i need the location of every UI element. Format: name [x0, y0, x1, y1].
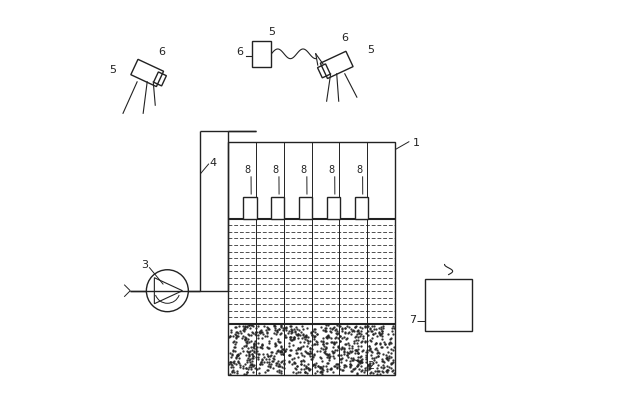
Text: 4: 4 — [210, 157, 217, 167]
Bar — [271, 197, 284, 219]
Text: 8: 8 — [356, 165, 363, 175]
Bar — [299, 197, 312, 219]
Bar — [355, 197, 368, 219]
Bar — [425, 279, 472, 331]
Text: 3: 3 — [142, 260, 148, 270]
Text: 1: 1 — [414, 137, 420, 147]
Text: 8: 8 — [301, 165, 307, 175]
Text: 8: 8 — [273, 165, 279, 175]
Text: 2: 2 — [367, 360, 374, 371]
Text: 8: 8 — [245, 165, 251, 175]
Text: 6: 6 — [342, 32, 348, 43]
Bar — [228, 142, 395, 375]
Bar — [252, 42, 271, 68]
Text: 5: 5 — [109, 65, 116, 75]
Text: 5: 5 — [368, 45, 374, 55]
Text: 8: 8 — [329, 165, 335, 175]
Bar — [327, 197, 340, 219]
Text: 6: 6 — [158, 47, 165, 57]
Text: 7: 7 — [409, 314, 417, 324]
Bar — [243, 197, 256, 219]
Text: 6: 6 — [237, 47, 243, 57]
Text: 5: 5 — [268, 27, 275, 36]
